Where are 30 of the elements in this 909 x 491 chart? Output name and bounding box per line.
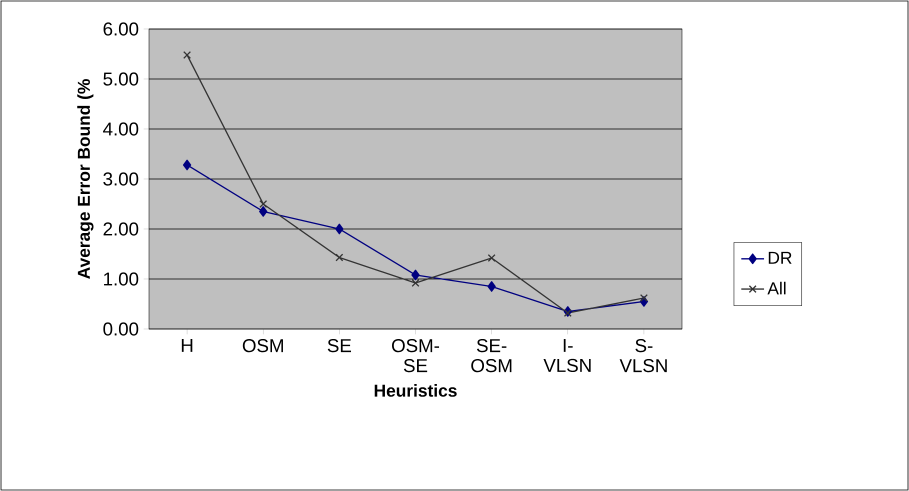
point <box>335 254 344 262</box>
point <box>182 160 192 170</box>
point <box>487 281 496 292</box>
x-tick-label: SE-OSM <box>471 339 512 372</box>
y-tick-label: 4.00 <box>103 122 138 136</box>
x-tick-label: I-VLSN <box>543 339 591 372</box>
point <box>412 279 420 287</box>
x-tick-label: S-VLSN <box>620 339 667 372</box>
y-tick-label: 1.00 <box>104 272 138 286</box>
point <box>259 206 268 217</box>
y-tick-label: 2.00 <box>104 222 138 236</box>
x-axis-title: Heuristics <box>374 384 457 397</box>
y-tick-label: 6.00 <box>104 22 138 36</box>
point <box>411 270 420 280</box>
legend-label: DR <box>768 252 792 264</box>
y-axis-title: Average Error Bound (% <box>77 79 94 279</box>
point <box>259 200 268 208</box>
y-tick-label: 5.00 <box>103 72 138 86</box>
point <box>183 51 192 59</box>
y-tick-label: 0.00 <box>103 322 138 336</box>
point <box>335 224 344 234</box>
x-tick-label: H <box>182 339 192 352</box>
x-tick-label: SE <box>328 339 352 352</box>
point <box>564 309 572 317</box>
legend-label: All <box>767 282 786 294</box>
y-tick-label: 3.00 <box>103 172 138 186</box>
x-tick-label: OSM <box>242 339 283 352</box>
point <box>488 254 496 262</box>
point <box>640 294 648 302</box>
x-tick-label: OSM-SE <box>392 339 440 372</box>
